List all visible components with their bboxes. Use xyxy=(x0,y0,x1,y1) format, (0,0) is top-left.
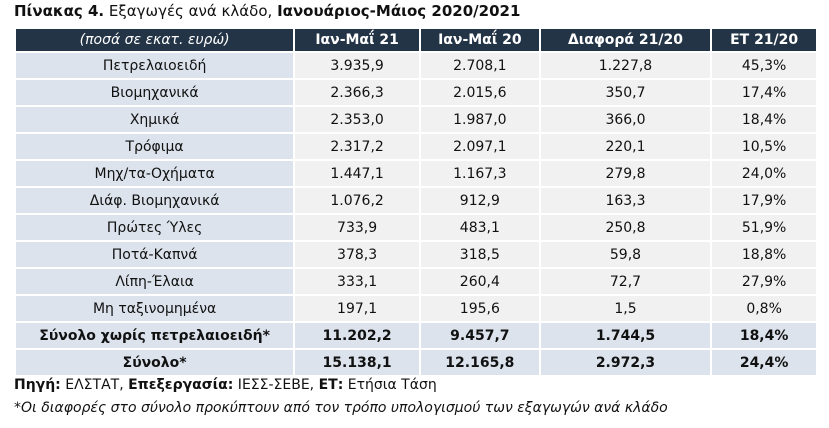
row-label: Λίπη-Έλαια xyxy=(13,267,296,296)
cell: 2.708,1 xyxy=(418,51,541,80)
row-label: Διάφ. Βιομηχανικά xyxy=(13,186,296,215)
title: Πίνακας 4. Εξαγωγές ανά κλάδο, Ιανουάριο… xyxy=(14,2,520,20)
cell: 1.076,2 xyxy=(293,186,421,215)
cell: 366,0 xyxy=(538,105,713,134)
table-row: Τρόφιμα 2.317,2 2.097,1 220,1 10,5% xyxy=(13,132,818,161)
cell: 2.353,0 xyxy=(293,105,421,134)
et: Ετήσια Τάση xyxy=(343,377,437,393)
cell: 220,1 xyxy=(538,132,713,161)
cell: 0,8% xyxy=(710,294,818,323)
source-line: Πηγή: ΕΛΣΤΑΤ, Επεξεργασία: ΙΕΣΣ-ΣΕΒΕ, ΕΤ… xyxy=(14,377,437,393)
row-label: Σύνολο χωρίς πετρελαιοειδή* xyxy=(13,321,296,350)
cell: 18,4% xyxy=(710,321,818,350)
cell: 483,1 xyxy=(418,213,541,242)
table-row: Ποτά-Καπνά 378,3 318,5 59,8 18,8% xyxy=(13,240,818,269)
cell: 17,9% xyxy=(710,186,818,215)
cell: 378,3 xyxy=(293,240,421,269)
cell: 11.202,2 xyxy=(293,321,421,350)
cell: 318,5 xyxy=(418,240,541,269)
row-label: Μηχ/τα-Οχήματα xyxy=(13,159,296,188)
table-row: Διάφ. Βιομηχανικά 1.076,2 912,9 163,3 17,9% xyxy=(13,186,818,215)
cell: 1.447,1 xyxy=(293,159,421,188)
header-cell: (ποσά σε εκατ. ευρώ) xyxy=(13,27,296,53)
processing-label: Επεξεργασία: xyxy=(128,377,234,393)
cell: 24,0% xyxy=(710,159,818,188)
cell: 27,9% xyxy=(710,267,818,296)
cell: 72,7 xyxy=(538,267,713,296)
cell: 2.317,2 xyxy=(293,132,421,161)
row-label: Σύνολο* xyxy=(13,348,296,377)
row-label: Πρώτες Ύλες xyxy=(13,213,296,242)
title-text: Εξαγωγές ανά κλάδο, xyxy=(104,2,278,20)
cell: 51,9% xyxy=(710,213,818,242)
header-cell: Διαφορά 21/20 xyxy=(538,27,713,53)
row-label: Βιομηχανικά xyxy=(13,78,296,107)
processing: ΙΕΣΣ-ΣΕΒΕ, xyxy=(233,377,319,393)
cell: 1.167,3 xyxy=(418,159,541,188)
header-cell: Ιαν-Μαΐ 21 xyxy=(293,27,421,53)
cell: 195,6 xyxy=(418,294,541,323)
cell: 9.457,7 xyxy=(418,321,541,350)
cell: 12.165,8 xyxy=(418,348,541,377)
table-row: Πρώτες Ύλες 733,9 483,1 250,8 51,9% xyxy=(13,213,818,242)
title-label: Πίνακας 4. xyxy=(14,2,105,20)
cell: 1.744,5 xyxy=(538,321,713,350)
cell: 250,8 xyxy=(538,213,713,242)
source-label: Πηγή: xyxy=(14,377,61,393)
cell: 18,4% xyxy=(710,105,818,134)
total-row: Σύνολο χωρίς πετρελαιοειδή* 11.202,2 9.457… xyxy=(13,321,818,350)
header-cell: Ιαν-Μαΐ 20 xyxy=(418,27,541,53)
cell: 10,5% xyxy=(710,132,818,161)
exports-table: (ποσά σε εκατ. ευρώ) Ιαν-Μαΐ 21 Ιαν-Μαΐ 20… xyxy=(13,27,818,377)
table-row: Βιομηχανικά 2.366,3 2.015,6 350,7 17,4% xyxy=(13,78,818,107)
cell: 1,5 xyxy=(538,294,713,323)
cell: 197,1 xyxy=(293,294,421,323)
header-cell: ΕΤ 21/20 xyxy=(710,27,818,53)
cell: 279,8 xyxy=(538,159,713,188)
note: *Οι διαφορές στο σύνολο προκύπτουν από τ… xyxy=(14,400,668,416)
cell: 18,8% xyxy=(710,240,818,269)
row-label: Ποτά-Καπνά xyxy=(13,240,296,269)
header-row: (ποσά σε εκατ. ευρώ) Ιαν-Μαΐ 21 Ιαν-Μαΐ 20… xyxy=(13,27,818,53)
table-row: Πετρελαιοειδή 3.935,9 2.708,1 1.227,8 45,3% xyxy=(13,51,818,80)
cell: 59,8 xyxy=(538,240,713,269)
cell: 1.987,0 xyxy=(418,105,541,134)
cell: 163,3 xyxy=(538,186,713,215)
cell: 24,4% xyxy=(710,348,818,377)
cell: 2.972,3 xyxy=(538,348,713,377)
row-label: Μη ταξινομημένα xyxy=(13,294,296,323)
cell: 45,3% xyxy=(710,51,818,80)
cell: 17,4% xyxy=(710,78,818,107)
source: ΕΛΣΤΑΤ, xyxy=(60,377,129,393)
cell: 912,9 xyxy=(418,186,541,215)
cell: 260,4 xyxy=(418,267,541,296)
cell: 733,9 xyxy=(293,213,421,242)
cell: 2.097,1 xyxy=(418,132,541,161)
cell: 1.227,8 xyxy=(538,51,713,80)
row-label: Χημικά xyxy=(13,105,296,134)
cell: 2.366,3 xyxy=(293,78,421,107)
table-row: Λίπη-Έλαια 333,1 260,4 72,7 27,9% xyxy=(13,267,818,296)
cell: 333,1 xyxy=(293,267,421,296)
cell: 2.015,6 xyxy=(418,78,541,107)
cell: 3.935,9 xyxy=(293,51,421,80)
row-label: Τρόφιμα xyxy=(13,132,296,161)
et-label: ΕΤ: xyxy=(318,377,344,393)
row-label: Πετρελαιοειδή xyxy=(13,51,296,80)
table-row: Μηχ/τα-Οχήματα 1.447,1 1.167,3 279,8 24,0% xyxy=(13,159,818,188)
cell: 15.138,1 xyxy=(293,348,421,377)
cell: 350,7 xyxy=(538,78,713,107)
table-row: Μη ταξινομημένα 197,1 195,6 1,5 0,8% xyxy=(13,294,818,323)
title-period: Ιανουάριος-Μάιος 2020/2021 xyxy=(277,2,521,20)
table-row: Χημικά 2.353,0 1.987,0 366,0 18,4% xyxy=(13,105,818,134)
total-row: Σύνολο* 15.138,1 12.165,8 2.972,3 24,4% xyxy=(13,348,818,377)
